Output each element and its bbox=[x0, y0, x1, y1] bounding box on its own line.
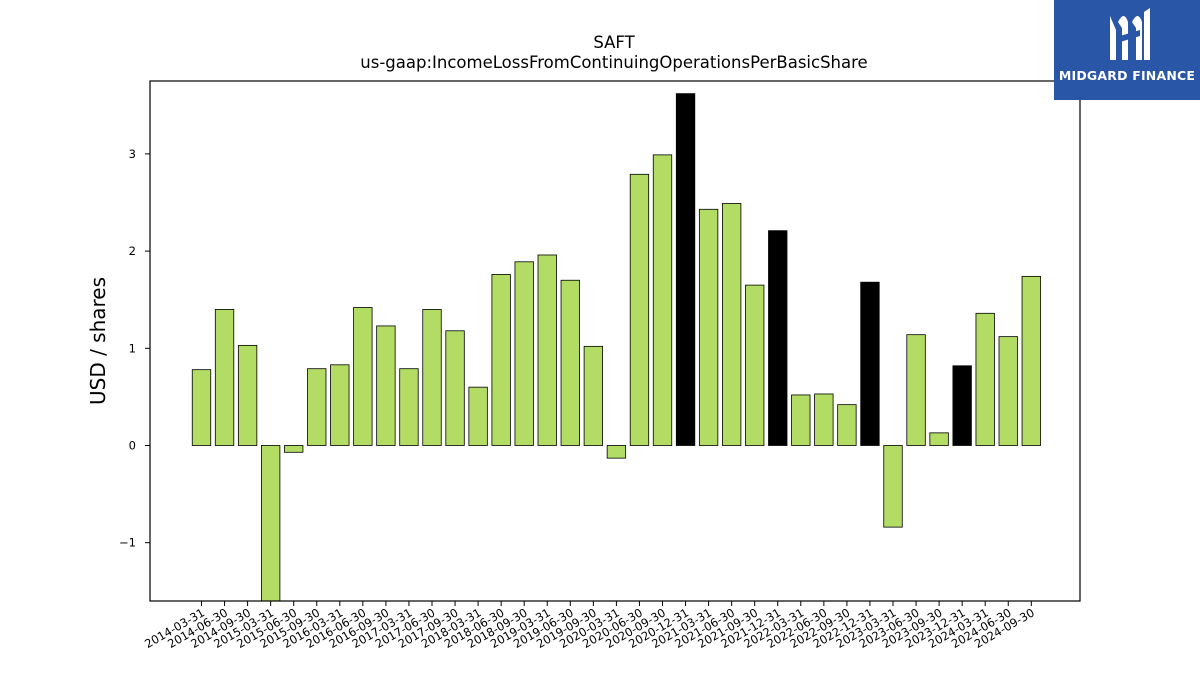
chart-title: SAFT bbox=[593, 33, 635, 52]
bar-2022-03-31 bbox=[791, 394, 811, 446]
y-axis-label: USD / shares bbox=[86, 277, 110, 405]
bar-2020-03-31 bbox=[606, 445, 627, 459]
bar-2016-03-31 bbox=[330, 364, 350, 446]
bar-2017-09-30 bbox=[445, 330, 465, 446]
bar-2014-06-30 bbox=[214, 309, 235, 446]
bar-2018-06-30 bbox=[491, 274, 511, 446]
bar-2020-09-30 bbox=[652, 154, 673, 446]
bar-2024-06-30 bbox=[998, 336, 1018, 446]
bar-2021-03-31 bbox=[698, 208, 719, 446]
y-tick-label: 1 bbox=[129, 341, 136, 355]
bar-2019-09-30 bbox=[583, 345, 603, 446]
bar-2019-03-31 bbox=[537, 254, 557, 446]
bar-2015-09-30 bbox=[307, 368, 327, 446]
y-axis: −1 0 1 2 3 bbox=[119, 147, 150, 550]
bar-2017-03-31 bbox=[399, 368, 419, 446]
bar-2019-06-30 bbox=[560, 279, 580, 446]
bar-2016-06-30 bbox=[353, 307, 373, 446]
bar-2014-03-31 bbox=[191, 369, 212, 446]
bar-2017-06-30 bbox=[422, 309, 442, 446]
bar-2021-12-31 bbox=[768, 230, 788, 446]
bar-2015-06-30 bbox=[284, 445, 304, 453]
y-tick-label: 0 bbox=[129, 438, 136, 452]
bar-2024-09-30 bbox=[1021, 275, 1041, 446]
bar-2023-03-31 bbox=[883, 445, 903, 528]
bar-2022-12-31 bbox=[860, 281, 880, 446]
bar-2022-09-30 bbox=[837, 404, 857, 446]
bar-2023-09-30 bbox=[929, 432, 949, 446]
y-tick-label: 3 bbox=[129, 147, 136, 161]
chart-subtitle: us-gaap:IncomeLossFromContinuingOperatio… bbox=[360, 53, 867, 72]
midgard-finance-logo: MIDGARD FINANCE bbox=[1054, 0, 1200, 100]
bar-2018-09-30 bbox=[514, 261, 534, 446]
bar-2022-06-30 bbox=[814, 393, 834, 446]
bar-2024-03-31 bbox=[975, 312, 995, 446]
midgard-logo-mark-icon bbox=[1110, 8, 1150, 60]
bar-2021-06-30 bbox=[722, 203, 742, 446]
bars-layer bbox=[191, 93, 1041, 601]
bar-2018-03-31 bbox=[468, 386, 488, 446]
bar-2016-09-30 bbox=[376, 325, 396, 446]
bar-2014-09-30 bbox=[237, 344, 258, 446]
bar-2020-06-30 bbox=[629, 173, 650, 446]
plot-frame bbox=[149, 80, 1081, 602]
logo-text: MIDGARD FINANCE bbox=[1058, 68, 1196, 83]
y-tick-label: −1 bbox=[119, 536, 136, 550]
y-tick-label: 2 bbox=[129, 244, 136, 258]
bar-2023-12-31 bbox=[952, 365, 972, 446]
bar-2023-06-30 bbox=[906, 334, 926, 446]
bar-2015-03-31 bbox=[260, 445, 281, 601]
bar-2021-09-30 bbox=[745, 284, 765, 446]
x-axis: 2014-03-312014-06-302014-09-302015-03-31… bbox=[142, 601, 1037, 651]
bar-2020-12-31 bbox=[675, 93, 696, 446]
